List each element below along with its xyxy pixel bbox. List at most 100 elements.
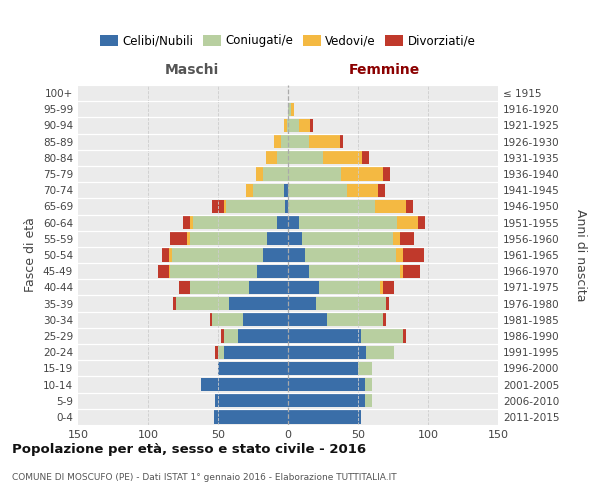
Bar [396, 248, 403, 262]
Bar [309, 135, 340, 148]
Bar [403, 248, 424, 262]
Bar [274, 135, 281, 148]
Bar [400, 232, 414, 245]
Bar [226, 200, 285, 213]
Bar [310, 119, 313, 132]
Bar [288, 394, 365, 407]
Bar [169, 248, 172, 262]
Bar [170, 264, 257, 278]
Bar [316, 297, 386, 310]
Bar [341, 168, 383, 180]
Legend: Celibi/Nubili, Coniugati/e, Vedovi/e, Divorziati/e: Celibi/Nubili, Coniugati/e, Vedovi/e, Di… [95, 30, 481, 52]
Y-axis label: Fasce di età: Fasce di età [25, 218, 37, 292]
Bar [362, 151, 369, 164]
Bar [263, 168, 288, 180]
Bar [190, 216, 193, 230]
Bar [193, 216, 277, 230]
Bar [288, 151, 323, 164]
Bar [305, 248, 396, 262]
Bar [403, 264, 419, 278]
Bar [183, 216, 190, 230]
Bar [361, 330, 403, 342]
Bar [214, 410, 288, 424]
Bar [288, 232, 302, 245]
Bar [291, 102, 293, 116]
Bar [266, 151, 277, 164]
Text: Maschi: Maschi [164, 62, 218, 76]
Bar [212, 313, 243, 326]
Bar [179, 280, 190, 294]
Bar [367, 346, 394, 359]
Bar [309, 264, 400, 278]
Bar [190, 280, 249, 294]
Bar [215, 346, 218, 359]
Bar [323, 151, 362, 164]
Bar [172, 248, 263, 262]
Bar [288, 102, 291, 116]
Bar [224, 200, 226, 213]
Bar [281, 135, 288, 148]
Bar [277, 216, 288, 230]
Bar [380, 280, 383, 294]
Bar [288, 264, 309, 278]
Bar [383, 313, 386, 326]
Bar [246, 184, 253, 197]
Bar [221, 330, 224, 342]
Bar [375, 200, 406, 213]
Bar [299, 119, 310, 132]
Bar [176, 297, 229, 310]
Bar [400, 264, 403, 278]
Bar [319, 280, 380, 294]
Bar [403, 330, 406, 342]
Bar [288, 216, 299, 230]
Bar [187, 232, 190, 245]
Bar [238, 330, 288, 342]
Text: COMUNE DI MOSCUFO (PE) - Dati ISTAT 1° gennaio 2016 - Elaborazione TUTTITALIA.IT: COMUNE DI MOSCUFO (PE) - Dati ISTAT 1° g… [12, 472, 397, 482]
Bar [218, 346, 224, 359]
Bar [327, 313, 383, 326]
Bar [162, 248, 169, 262]
Bar [224, 346, 288, 359]
Text: Femmine: Femmine [349, 62, 420, 76]
Bar [340, 135, 343, 148]
Bar [302, 232, 393, 245]
Bar [288, 297, 316, 310]
Bar [288, 184, 347, 197]
Bar [288, 200, 375, 213]
Bar [288, 330, 361, 342]
Bar [253, 184, 284, 197]
Bar [170, 232, 187, 245]
Bar [212, 200, 224, 213]
Bar [229, 297, 288, 310]
Bar [288, 280, 319, 294]
Bar [158, 264, 169, 278]
Bar [190, 232, 267, 245]
Bar [215, 394, 288, 407]
Bar [288, 119, 299, 132]
Bar [365, 394, 372, 407]
Bar [386, 297, 389, 310]
Bar [224, 330, 238, 342]
Bar [284, 119, 287, 132]
Bar [299, 216, 397, 230]
Bar [288, 248, 305, 262]
Bar [288, 313, 327, 326]
Bar [285, 200, 288, 213]
Bar [288, 346, 367, 359]
Bar [284, 184, 288, 197]
Bar [393, 232, 400, 245]
Bar [257, 264, 288, 278]
Bar [358, 362, 372, 375]
Bar [397, 216, 418, 230]
Bar [288, 410, 361, 424]
Bar [277, 151, 288, 164]
Bar [365, 378, 372, 391]
Bar [209, 313, 212, 326]
Y-axis label: Anni di nascita: Anni di nascita [574, 208, 587, 301]
Bar [287, 119, 288, 132]
Bar [288, 135, 309, 148]
Bar [288, 362, 358, 375]
Bar [263, 248, 288, 262]
Bar [288, 378, 365, 391]
Bar [383, 168, 390, 180]
